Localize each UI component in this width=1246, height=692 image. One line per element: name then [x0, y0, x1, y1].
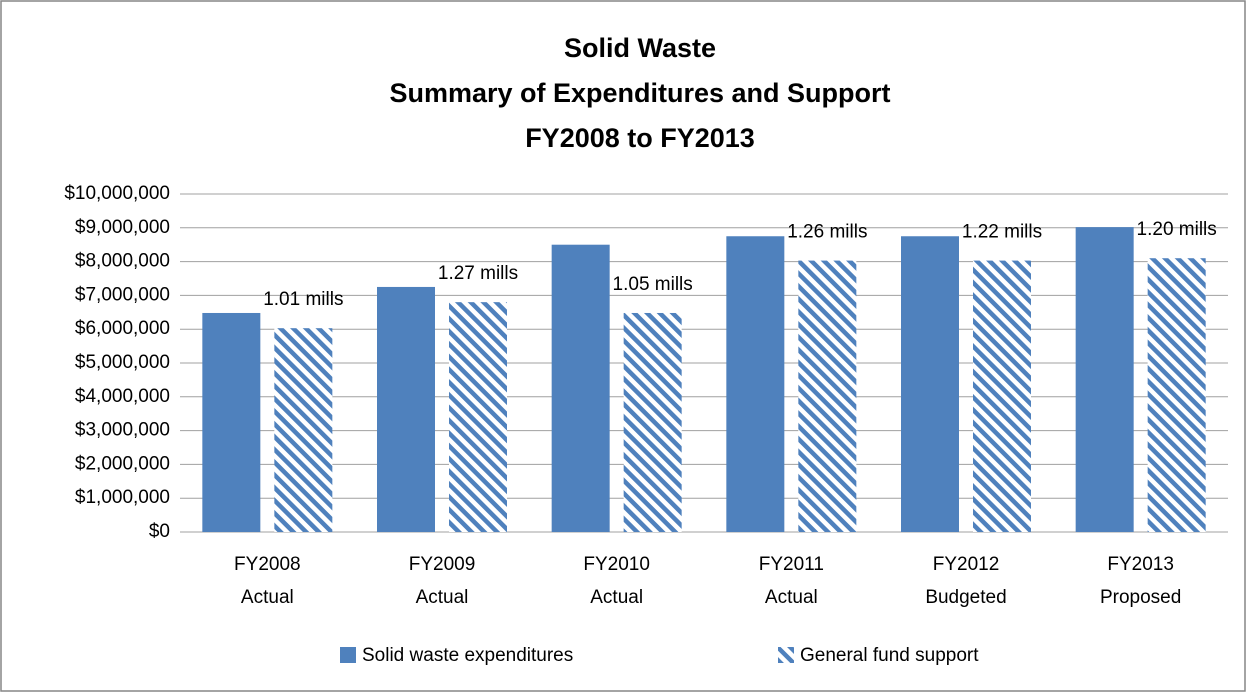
bar	[1075, 227, 1134, 532]
legend-swatch	[340, 647, 356, 663]
annotation: 1.01 mills	[263, 289, 343, 310]
annotation: 1.26 mills	[787, 222, 867, 243]
legend-label: General fund support	[800, 645, 979, 666]
bar	[202, 312, 261, 532]
bar	[726, 236, 785, 532]
x-tick-label: FY2009	[409, 554, 476, 575]
y-tick-label: $3,000,000	[75, 420, 170, 441]
bar	[798, 260, 857, 532]
annotation: 1.20 mills	[1137, 219, 1217, 240]
chart-title: Solid Waste	[564, 33, 716, 63]
x-tick-label: FY2013	[1107, 554, 1174, 575]
bar	[901, 236, 959, 532]
y-tick-label: $0	[149, 521, 170, 542]
y-tick-label: $4,000,000	[75, 386, 170, 407]
x-tick-label: FY2012	[933, 554, 1000, 575]
annotation: 1.27 mills	[438, 263, 518, 284]
legend-label: Solid waste expenditures	[362, 645, 573, 666]
x-tick-label: Budgeted	[925, 587, 1006, 608]
legend-swatch	[778, 647, 794, 663]
x-tick-label: FY2011	[759, 554, 824, 575]
x-tick-label: Actual	[590, 587, 643, 608]
y-tick-label: $5,000,000	[75, 352, 170, 373]
y-tick-label: $6,000,000	[75, 318, 170, 339]
bar	[551, 244, 610, 532]
bar	[274, 328, 333, 532]
x-tick-label: Actual	[416, 587, 469, 608]
annotation: 1.05 mills	[613, 274, 693, 295]
y-tick-label: $10,000,000	[64, 183, 170, 204]
chart-title: Summary of Expenditures and Support	[389, 78, 890, 108]
y-tick-label: $1,000,000	[75, 487, 170, 508]
bar	[973, 260, 1031, 532]
bar	[449, 302, 507, 532]
bar	[377, 286, 435, 532]
x-tick-label: FY2008	[234, 554, 301, 575]
x-tick-label: FY2010	[583, 554, 650, 575]
x-tick-label: Actual	[765, 587, 818, 608]
y-tick-label: $2,000,000	[75, 453, 170, 474]
bar	[1147, 258, 1206, 532]
x-tick-label: Proposed	[1100, 587, 1181, 608]
y-tick-label: $8,000,000	[75, 251, 170, 272]
x-tick-label: Actual	[241, 587, 294, 608]
chart-title: FY2008 to FY2013	[525, 123, 755, 153]
bar	[623, 312, 682, 532]
y-tick-label: $7,000,000	[75, 284, 170, 305]
annotation: 1.22 mills	[962, 222, 1042, 243]
y-tick-label: $9,000,000	[75, 217, 170, 238]
